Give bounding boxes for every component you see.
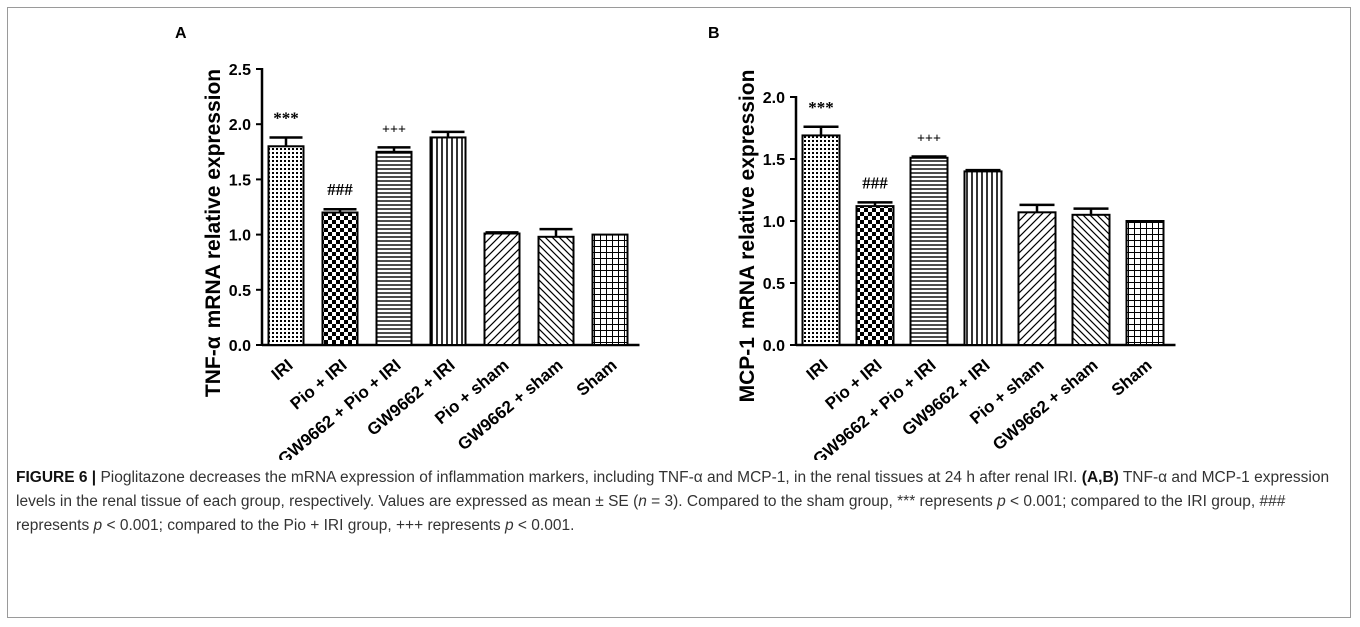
- bar-a: [429, 136, 467, 346]
- bar-b: [1017, 211, 1057, 346]
- panel-b: B MCP-1 mRNA relative expression 0.0 0.5 1.…: [708, 25, 1176, 460]
- caption-text-2: = 3). Compared to the sham group, *** re…: [646, 493, 998, 510]
- category-label-a: Sham: [573, 356, 621, 400]
- y-tick-label-a: 1.5: [229, 172, 251, 189]
- bar-b: [1125, 220, 1165, 346]
- category-label-b: IRI: [803, 356, 832, 385]
- caption-n: n: [638, 493, 647, 510]
- significance-label-a: ###: [327, 180, 353, 199]
- y-axis-label-a: TNF-α mRNA relative expression: [202, 69, 225, 397]
- caption-label: FIGURE 6 |: [16, 469, 97, 486]
- y-tick-label-a: 2.0: [229, 117, 251, 134]
- significance-label-a: ***: [273, 108, 299, 127]
- bar-a: [267, 145, 305, 346]
- y-tick-label-a: 0.0: [229, 338, 251, 355]
- figure-charts: A TNF-α mRNA relative expression 0.0 0.5 1.…: [175, 25, 1176, 460]
- caption-title: Pioglitazone decreases the mRNA expressi…: [100, 469, 1078, 486]
- y-axis-label-b-main: MCP-1: [736, 337, 759, 403]
- figure-caption: FIGURE 6 | Pioglitazone decreases the mR…: [16, 466, 1336, 538]
- caption-text-4: < 0.001; compared to the Pio + IRI group…: [102, 517, 505, 534]
- caption-text-1: TNF-α and MCP-1 expression levels in the…: [16, 469, 1330, 510]
- y-tick-label-a: 0.5: [229, 283, 251, 300]
- caption-panels-ref: (A,B): [1081, 469, 1119, 486]
- bar-b: [963, 170, 1003, 346]
- caption-p1: p: [997, 493, 1006, 510]
- y-axis-label-a-rest: mRNA relative expression: [202, 69, 225, 329]
- bar-b: [1071, 213, 1111, 346]
- y-tick-label-b: 0.0: [763, 338, 785, 355]
- y-axis-label-b: MCP-1 mRNA relative expression: [736, 70, 759, 403]
- bar-b: [909, 156, 949, 346]
- significance-label-a: +++: [382, 122, 406, 137]
- bar-b: [801, 134, 841, 346]
- significance-label-b: ###: [862, 173, 888, 192]
- y-tick-label-b: 1.0: [763, 214, 785, 231]
- bar-a: [591, 233, 629, 347]
- bar-b: [855, 205, 895, 346]
- bar-a: [537, 235, 575, 346]
- y-tick-label-a: 2.5: [229, 62, 251, 79]
- panel-letter-b: B: [708, 25, 720, 42]
- y-axis-label-b-rest: mRNA relative expression: [736, 70, 759, 330]
- category-label-a: IRI: [268, 356, 297, 385]
- significance-label-b: ***: [808, 98, 834, 117]
- significance-label-b: +++: [917, 132, 941, 147]
- y-axis-label-a-main: TNF-α: [202, 336, 225, 397]
- y-tick-label-b: 1.5: [763, 152, 785, 169]
- caption-p3: p: [505, 517, 514, 534]
- bar-a: [321, 211, 359, 346]
- y-tick-label-b: 2.0: [763, 90, 785, 107]
- panel-a: A TNF-α mRNA relative expression 0.0 0.5 1.…: [175, 25, 640, 460]
- panel-letter-a: A: [175, 25, 187, 42]
- y-tick-label-a: 1.0: [229, 228, 251, 245]
- y-tick-label-b: 0.5: [763, 276, 785, 293]
- caption-text-5: < 0.001.: [513, 517, 575, 534]
- category-label-b: Sham: [1108, 356, 1156, 400]
- bar-a: [483, 232, 521, 346]
- figure-frame: [7, 7, 1351, 618]
- caption-p2: p: [93, 517, 103, 534]
- bar-a: [375, 150, 413, 346]
- caption-text-3: < 0.001; compared to the IRI group, ### …: [16, 493, 1286, 534]
